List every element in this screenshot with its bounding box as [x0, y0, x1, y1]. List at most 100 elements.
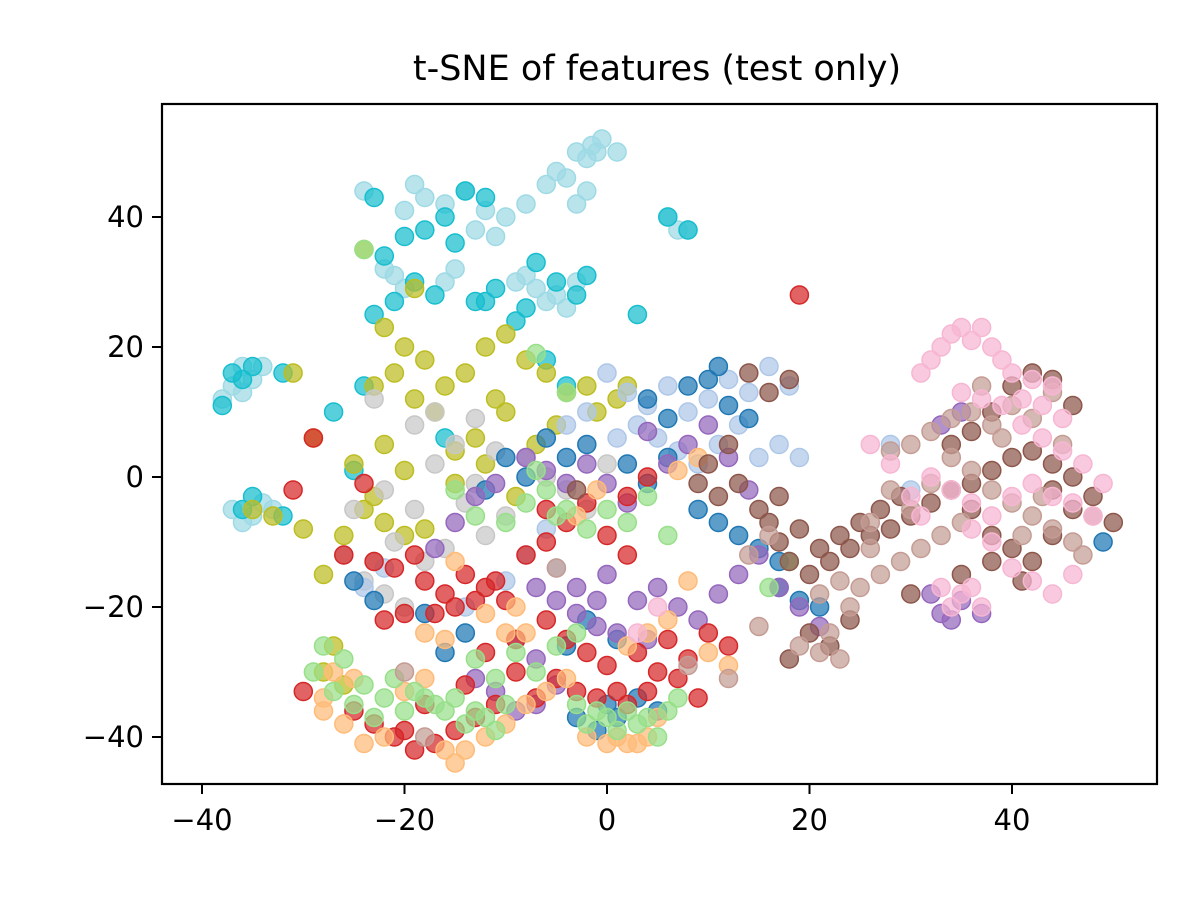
- data-point: [404, 545, 425, 565]
- data-point: [1022, 551, 1043, 572]
- data-point: [384, 291, 405, 312]
- data-point: [465, 590, 486, 611]
- data-point: [592, 129, 612, 149]
- data-point: [607, 142, 627, 162]
- data-point: [445, 259, 465, 279]
- data-point: [597, 454, 617, 474]
- data-point: [354, 239, 374, 260]
- data-point: [961, 519, 982, 539]
- data-point: [435, 629, 455, 650]
- data-point: [556, 382, 577, 403]
- data-point: [708, 512, 729, 533]
- data-point: [799, 564, 820, 585]
- data-point: [313, 564, 334, 585]
- data-point: [1052, 441, 1073, 461]
- data-point: [1002, 363, 1022, 383]
- data-point: [445, 434, 465, 455]
- data-point: [465, 220, 486, 240]
- data-point: [718, 636, 739, 656]
- data-point: [637, 707, 658, 728]
- data-point: [374, 512, 395, 533]
- data-point: [566, 577, 587, 598]
- data-point: [455, 363, 476, 383]
- data-point: [546, 506, 567, 526]
- data-point: [1022, 441, 1043, 461]
- data-point: [617, 382, 638, 403]
- data-point: [961, 402, 982, 422]
- data-point: [577, 434, 597, 455]
- data-point: [759, 356, 779, 377]
- data-point: [739, 382, 759, 403]
- data-point: [475, 187, 496, 208]
- data-point: [789, 597, 810, 617]
- data-point: [1103, 512, 1124, 533]
- data-point: [334, 649, 354, 669]
- data-point: [1063, 493, 1083, 513]
- data-point: [708, 356, 729, 377]
- data-point: [860, 538, 881, 559]
- data-point: [374, 480, 395, 500]
- data-point: [334, 545, 354, 565]
- data-point: [587, 701, 607, 721]
- data-point: [485, 571, 506, 591]
- data-point: [971, 597, 992, 617]
- data-point: [1002, 447, 1022, 468]
- data-point: [982, 415, 1002, 435]
- data-point: [587, 616, 607, 637]
- data-point: [394, 337, 415, 357]
- data-point: [992, 350, 1012, 370]
- data-point: [789, 519, 810, 539]
- data-point: [728, 564, 749, 585]
- data-point: [597, 733, 617, 754]
- data-point: [475, 454, 496, 474]
- data-point: [688, 473, 708, 494]
- data-point: [627, 623, 648, 643]
- data-point: [809, 538, 830, 559]
- data-point: [637, 389, 658, 409]
- data-point: [607, 428, 627, 448]
- chart-title: t-SNE of features (test only): [413, 49, 901, 89]
- data-point: [445, 597, 465, 617]
- data-point: [475, 603, 496, 624]
- data-point: [394, 460, 415, 481]
- data-point: [536, 610, 557, 630]
- data-point: [556, 415, 577, 435]
- data-point: [637, 467, 658, 487]
- data-point: [415, 220, 435, 240]
- data-point: [496, 623, 516, 643]
- data-point: [526, 460, 546, 481]
- data-point: [526, 252, 546, 273]
- data-point: [496, 447, 516, 468]
- data-point: [566, 603, 587, 624]
- data-point: [617, 486, 638, 507]
- data-point: [415, 623, 435, 643]
- data-point: [880, 480, 901, 500]
- data-point: [394, 662, 415, 682]
- data-point: [334, 525, 354, 546]
- data-point: [658, 610, 678, 630]
- data-point: [678, 376, 698, 396]
- data-point: [941, 597, 962, 617]
- data-point: [212, 395, 233, 416]
- data-point: [678, 434, 698, 455]
- data-point: [536, 428, 557, 448]
- data-point: [415, 187, 435, 208]
- data-point: [566, 285, 587, 305]
- data-point: [496, 207, 516, 227]
- data-point: [465, 408, 486, 429]
- data-point: [1022, 571, 1043, 591]
- data-point: [485, 278, 506, 299]
- data-point: [931, 525, 951, 546]
- data-point: [688, 499, 708, 520]
- data-point: [597, 499, 617, 520]
- data-point: [536, 480, 557, 500]
- data-point: [1063, 532, 1083, 552]
- data-point: [394, 720, 415, 741]
- data-point: [263, 506, 283, 526]
- data-point: [961, 460, 982, 481]
- data-point: [698, 389, 719, 409]
- data-point: [415, 727, 435, 747]
- data-point: [506, 311, 526, 331]
- data-point: [597, 564, 617, 585]
- data-point: [901, 486, 921, 507]
